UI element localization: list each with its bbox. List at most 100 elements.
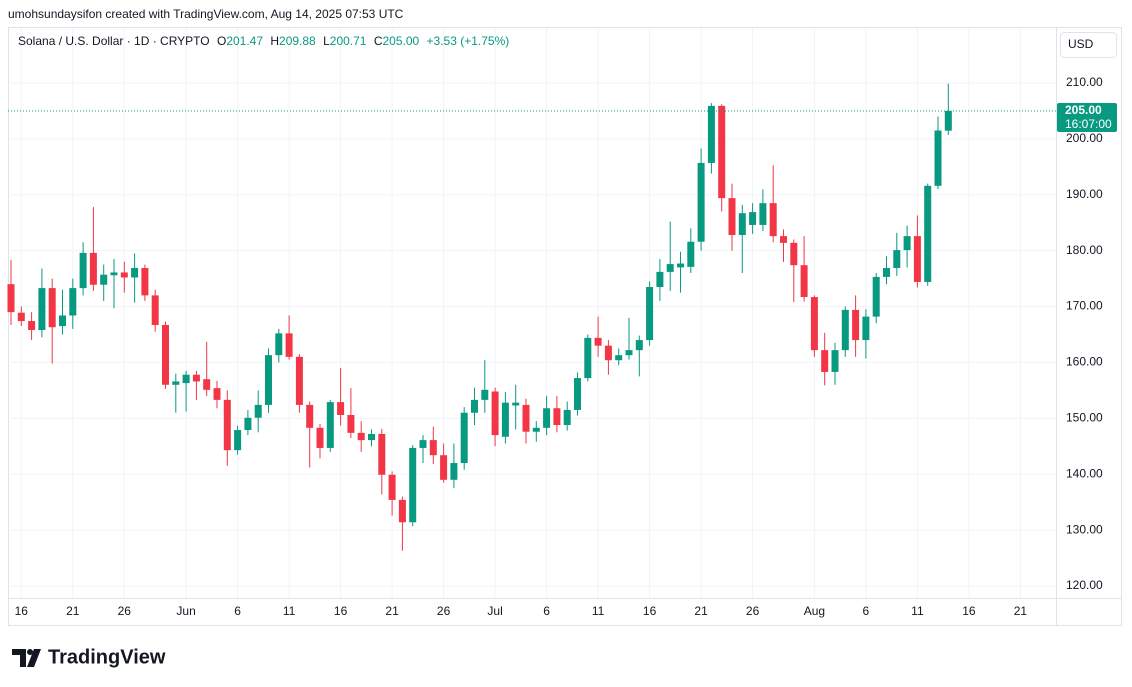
candle-body [501, 402, 509, 437]
candle-body [151, 295, 159, 325]
x-tick-label: 11 [283, 604, 296, 618]
candle-body [924, 185, 932, 282]
candle-body [388, 474, 396, 500]
x-tick-label: Jun [176, 604, 195, 618]
chart-frame [8, 27, 1122, 626]
high-label: H [270, 34, 279, 48]
candle-body [131, 267, 139, 278]
change: +3.53 (+1.75%) [427, 34, 510, 48]
candle-body [172, 381, 180, 385]
x-tick-label: 6 [863, 604, 870, 618]
candle-body [110, 272, 118, 276]
x-tick-label: 21 [385, 604, 399, 618]
x-tick-label: 21 [1014, 604, 1028, 618]
candle-body [656, 271, 664, 287]
candle-body [821, 350, 829, 372]
candle-body [265, 355, 272, 405]
y-tick-label: 160.00 [1066, 355, 1103, 369]
x-tick-label: 21 [66, 604, 80, 618]
y-tick-label: 150.00 [1066, 410, 1103, 424]
open-label: O [217, 34, 226, 48]
candle-body [800, 265, 808, 298]
candle-body [192, 374, 200, 382]
candle-body [100, 274, 108, 285]
candle-body [357, 432, 365, 441]
x-tick-label: 11 [592, 604, 605, 618]
candle-body [141, 267, 149, 296]
candle-body [666, 264, 674, 272]
x-tick-label: 26 [746, 604, 760, 618]
candle-body [872, 276, 880, 317]
candle-body [398, 499, 406, 523]
candle-body [646, 286, 654, 341]
candle-body [471, 399, 478, 413]
candle-body [182, 374, 190, 384]
high-value: 209.88 [279, 34, 316, 48]
candle-body [522, 404, 530, 432]
candle-body [285, 333, 293, 357]
price-tag-countdown: 16:07:00 [1065, 117, 1112, 131]
candle-body [584, 337, 592, 379]
candle-body [512, 402, 520, 406]
currency-button[interactable] [1060, 32, 1117, 58]
candle-body [841, 309, 849, 351]
price-tag [1057, 102, 1117, 132]
currency[interactable]: USD [1068, 37, 1094, 51]
candle-body [677, 263, 684, 268]
price-tag-price: 205.00 [1065, 103, 1102, 117]
candle-body [69, 288, 77, 316]
x-tick-label: 21 [694, 604, 708, 618]
open-value: 201.47 [226, 34, 263, 48]
candle-body [532, 427, 540, 432]
candle-body [893, 250, 901, 268]
candle-body [429, 440, 437, 456]
candle-body [419, 440, 427, 448]
candle-body [810, 297, 818, 351]
candle-body [213, 388, 221, 400]
candle-body [38, 288, 46, 331]
logo: TradingView [12, 646, 166, 668]
candle-body [306, 404, 314, 428]
candle-body [481, 389, 489, 400]
candle-body [780, 236, 787, 243]
candle-body [615, 355, 623, 361]
candle-body [120, 272, 128, 278]
candles [7, 83, 952, 551]
candle-body [625, 350, 633, 356]
x-tick-label: 6 [234, 604, 241, 618]
y-tick-label: 180.00 [1066, 243, 1103, 257]
candle-body [852, 309, 860, 341]
logo-dot [27, 649, 33, 655]
candle-body [944, 110, 952, 131]
candle-body [738, 213, 746, 236]
x-tick-label: 6 [543, 604, 550, 618]
candle-body [718, 105, 726, 199]
x-tick-label: 16 [334, 604, 348, 618]
candle-body [543, 408, 551, 428]
y-tick-label: 120.00 [1066, 578, 1103, 592]
x-tick-label: Aug [804, 604, 825, 618]
y-tick-label: 140.00 [1066, 466, 1103, 480]
candle-body [769, 203, 777, 237]
candle-body [440, 455, 448, 480]
y-tick-label: 170.00 [1066, 299, 1103, 313]
candle-body [48, 288, 56, 328]
candle-body [59, 315, 66, 327]
x-tick-label: 11 [911, 604, 924, 618]
x-tick-label: 16 [962, 604, 976, 618]
candle-body [862, 316, 870, 341]
candle-body [28, 321, 36, 331]
symbol: Solana / U.S. Dollar · 1D · CRYPTO [18, 34, 210, 48]
logo-text: TradingView [48, 646, 166, 668]
candle-body [883, 267, 890, 277]
candle-body [234, 430, 242, 451]
candle-body [254, 404, 262, 418]
candle-body [913, 236, 921, 282]
candle-body [450, 463, 458, 480]
candle-body [337, 402, 345, 415]
candle-body [347, 414, 355, 433]
x-tick-label: 16 [643, 604, 657, 618]
candle-body [17, 312, 25, 322]
